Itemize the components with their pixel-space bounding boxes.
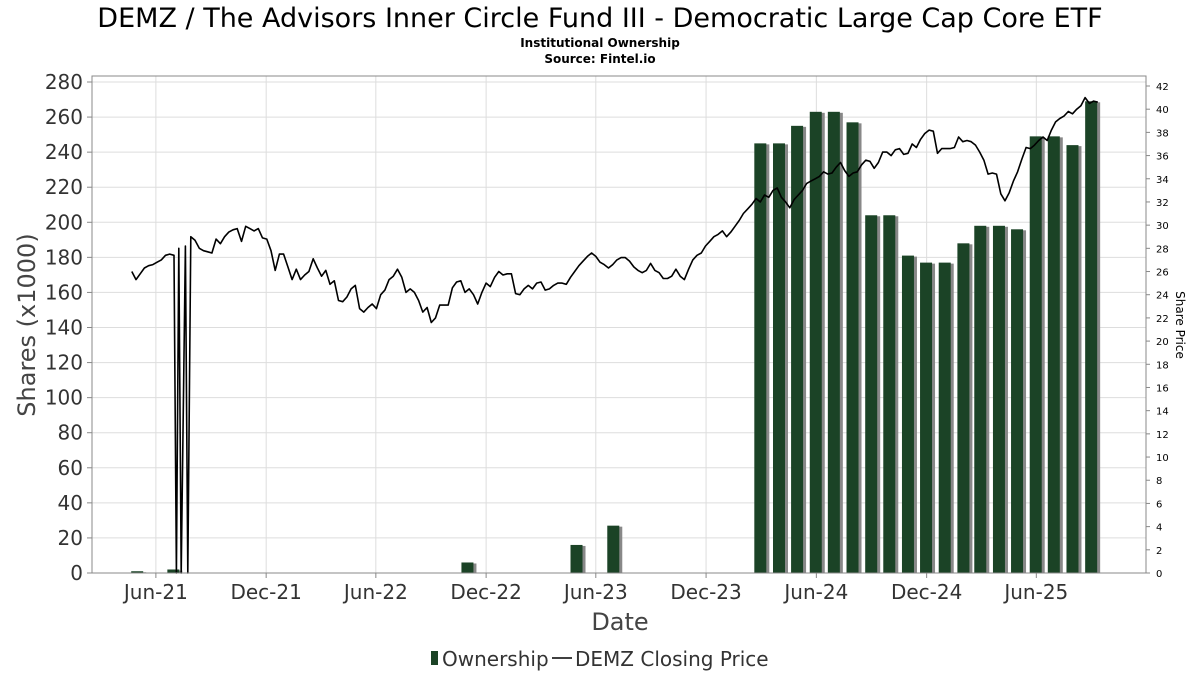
y-tick-label: 140 xyxy=(45,316,83,340)
y2-tick-label: 40 xyxy=(1156,105,1169,116)
y-tick-label: 260 xyxy=(45,105,83,129)
plot-frame xyxy=(91,75,1147,574)
y-tick-label: 0 xyxy=(70,561,83,585)
x-tick-label: Dec-22 xyxy=(450,580,521,604)
y-tick-label: 280 xyxy=(45,70,83,94)
y-tick-label: 40 xyxy=(58,491,83,515)
x-tick-label: Jun-23 xyxy=(562,580,628,604)
ownership-bar xyxy=(607,525,620,573)
ownership-bar xyxy=(992,225,1005,574)
ownership-bar xyxy=(957,243,970,574)
ownership-bars xyxy=(131,101,1101,574)
y-tick-label: 240 xyxy=(45,140,83,164)
ownership-bar xyxy=(974,225,987,574)
ownership-bar xyxy=(772,143,785,573)
y2-tick-label: 6 xyxy=(1156,499,1162,510)
x-tick-label: Jun-21 xyxy=(122,580,188,604)
y-tick-label: 60 xyxy=(58,456,83,480)
y2-tick-label: 4 xyxy=(1156,523,1162,534)
y-tick-label: 220 xyxy=(45,175,83,199)
y-tick-label: 200 xyxy=(45,210,83,234)
y-tick-label: 20 xyxy=(58,526,83,550)
ownership-bar xyxy=(1029,136,1042,573)
x-tick-label: Dec-23 xyxy=(670,580,741,604)
y-axis-ticks: 0 20 40 60 80 100 120 140 160 180 200 220 240 260 280 xyxy=(45,70,92,585)
y2-tick-label: 26 xyxy=(1156,268,1169,279)
ownership-bar xyxy=(791,125,804,573)
y2-tick-label: 0 xyxy=(1156,569,1162,580)
x-axis-label: Date xyxy=(591,608,648,636)
y2-tick-label: 42 xyxy=(1156,82,1169,93)
ownership-bar xyxy=(809,111,822,573)
y-axis-label: Shares (x1000) xyxy=(13,233,41,416)
ownership-bar xyxy=(570,544,583,573)
ownership-bar xyxy=(1066,145,1079,573)
y2-tick-label: 18 xyxy=(1156,360,1169,371)
y2-tick-label: 36 xyxy=(1156,152,1169,163)
chart-subtitle: Institutional Ownership xyxy=(520,36,680,50)
legend: Ownership DEMZ Closing Price xyxy=(431,647,769,671)
y2-tick-label: 2 xyxy=(1156,546,1162,557)
y-tick-label: 160 xyxy=(45,280,83,304)
y2-tick-label: 12 xyxy=(1156,430,1169,441)
y-tick-label: 100 xyxy=(45,386,83,410)
legend-ownership-swatch xyxy=(431,651,438,665)
ownership-bar xyxy=(131,571,144,573)
y2-tick-label: 38 xyxy=(1156,128,1169,139)
y2-tick-label: 30 xyxy=(1156,221,1169,232)
price-line xyxy=(131,96,1099,574)
ownership-bar xyxy=(920,262,933,573)
ownership-bar xyxy=(1047,136,1060,573)
ownership-bar xyxy=(883,215,896,573)
ownership-bar xyxy=(1085,101,1098,574)
y2-tick-label: 28 xyxy=(1156,244,1169,255)
x-tick-label: Jun-25 xyxy=(1002,580,1068,604)
x-tick-label: Dec-21 xyxy=(230,580,301,604)
y2-tick-label: 24 xyxy=(1156,291,1169,302)
ownership-bar xyxy=(754,143,767,573)
price-line-layer xyxy=(131,96,1099,574)
x-tick-label: Jun-22 xyxy=(342,580,408,604)
y2-tick-label: 10 xyxy=(1156,453,1169,464)
ownership-bar xyxy=(461,562,474,573)
ownership-bar xyxy=(167,569,180,573)
ownership-bar xyxy=(1011,229,1024,574)
chart-source: Source: Fintel.io xyxy=(544,52,655,66)
ownership-bar xyxy=(827,111,840,573)
y-tick-label: 120 xyxy=(45,351,83,375)
x-axis-ticks: Jun-21 Dec-21 Jun-22 Dec-22 Jun-23 Dec-23 Jun-… xyxy=(122,573,1068,604)
y2-tick-label: 14 xyxy=(1156,407,1169,418)
legend-ownership-label: Ownership xyxy=(442,647,549,671)
ownership-bar xyxy=(901,255,914,573)
y2-tick-label: 34 xyxy=(1156,175,1169,186)
ownership-bar xyxy=(865,215,878,573)
y2-tick-label: 20 xyxy=(1156,337,1169,348)
y-tick-label: 80 xyxy=(58,421,83,445)
ownership-bar xyxy=(938,262,951,573)
y2-axis-label: Share Price xyxy=(1173,291,1187,359)
y2-tick-label: 8 xyxy=(1156,476,1162,487)
legend-price-label: DEMZ Closing Price xyxy=(575,647,769,671)
y2-tick-label: 32 xyxy=(1156,198,1169,209)
y-tick-label: 180 xyxy=(45,245,83,269)
y2-tick-label: 22 xyxy=(1156,314,1169,325)
y2-tick-label: 16 xyxy=(1156,383,1169,394)
chart-title: DEMZ / The Advisors Inner Circle Fund II… xyxy=(97,3,1102,34)
ownership-bar xyxy=(846,122,859,573)
x-tick-label: Dec-24 xyxy=(891,580,962,604)
x-tick-label: Jun-24 xyxy=(782,580,848,604)
